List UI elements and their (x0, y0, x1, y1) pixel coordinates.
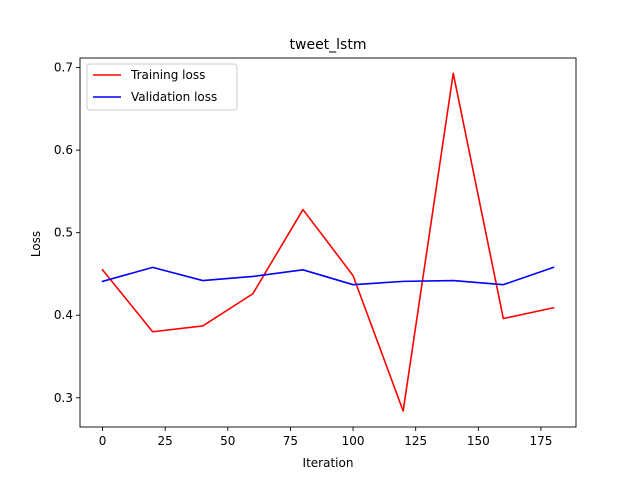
x-axis-label: Iteration (303, 456, 354, 470)
plot-area: 0 25 50 75 100 125 150 175 0.3 0.4 0.5 0.6 0.7 Traini… (54, 57, 577, 448)
series-line-1 (101, 266, 555, 286)
axes-frame (79, 57, 577, 428)
legend: Training loss Validation loss (86, 63, 238, 111)
y-tick-label-3: 0.6 (54, 143, 73, 157)
x-tick-label-0: 0 (99, 434, 107, 448)
x-tick-label-7: 175 (529, 434, 552, 448)
x-tick-label-5: 125 (404, 434, 427, 448)
legend-label-1: Validation loss (131, 90, 217, 104)
y-tick-label-4: 0.7 (54, 61, 73, 75)
chart-title: tweet_lstm (290, 37, 367, 53)
x-tick-label-4: 100 (342, 434, 365, 448)
y-tick-label-2: 0.5 (54, 226, 73, 240)
series-line-0 (101, 72, 555, 412)
legend-label-0: Training loss (130, 68, 205, 82)
legend-box (86, 63, 238, 111)
y-tick-label-0: 0.3 (54, 391, 73, 405)
x-tick-label-6: 150 (467, 434, 490, 448)
x-tick-label-1: 25 (158, 434, 173, 448)
y-tick-label-1: 0.4 (54, 308, 73, 322)
x-tick-label-2: 50 (220, 434, 235, 448)
x-tick-label-3: 75 (283, 434, 298, 448)
y-axis-label: Loss (29, 231, 43, 257)
